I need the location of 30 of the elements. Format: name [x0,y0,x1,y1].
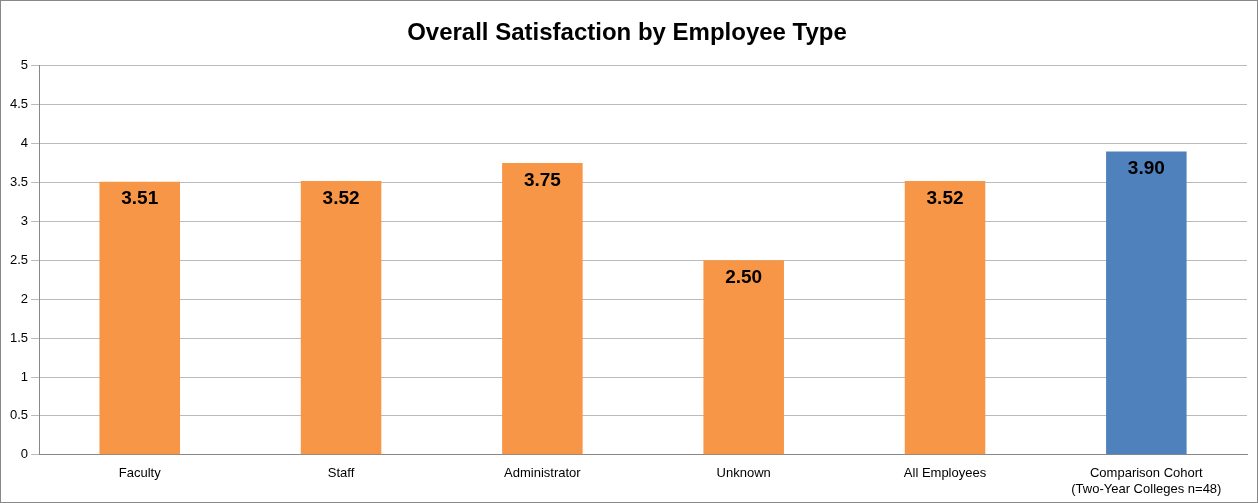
y-tick-label: 3.5 [9,174,29,190]
y-tick-label: 1.5 [9,329,29,345]
y-tick-label: 0.5 [9,407,29,423]
x-tick-label: Staff [327,465,355,481]
y-tick-label: 4 [20,135,29,151]
y-tick-label: 2.5 [9,251,29,267]
x-tick-label: Faculty [118,465,162,481]
x-tick-label: Comparison Cohort (Two-Year Colleges n=48) [1071,465,1222,496]
data-label: 3.52 [926,186,964,208]
x-tick-label: All Employees [903,465,987,481]
data-label: 2.50 [725,266,763,288]
chart-title: Overall Satisfaction by Employee Type [407,18,847,46]
data-label: 3.52 [322,186,360,208]
bar [502,163,583,455]
y-tick-label: 3 [20,212,29,228]
y-tick-label: 2 [20,290,29,306]
data-label: 3.75 [523,168,562,190]
bar [1106,151,1187,455]
x-tick-label: Administrator [504,465,582,481]
y-tick-label: 1 [20,368,29,384]
bar [904,180,986,455]
bar [703,260,784,455]
x-tick-label: Unknown [716,465,771,481]
y-tick-label: 0 [20,446,29,462]
bar [99,181,180,455]
data-label: 3.51 [121,187,159,209]
bar [300,180,382,455]
y-tick-label: 4.5 [9,96,29,112]
y-tick-label: 5 [20,57,29,73]
data-label: 3.90 [1127,157,1165,179]
